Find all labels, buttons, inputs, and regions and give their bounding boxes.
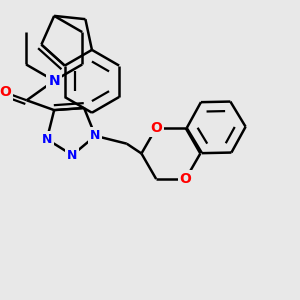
Text: O: O xyxy=(150,121,162,135)
Text: N: N xyxy=(42,133,52,146)
Text: O: O xyxy=(0,85,11,99)
Text: O: O xyxy=(180,172,192,186)
Text: N: N xyxy=(67,148,77,162)
Text: N: N xyxy=(48,74,60,88)
Text: N: N xyxy=(90,129,101,142)
